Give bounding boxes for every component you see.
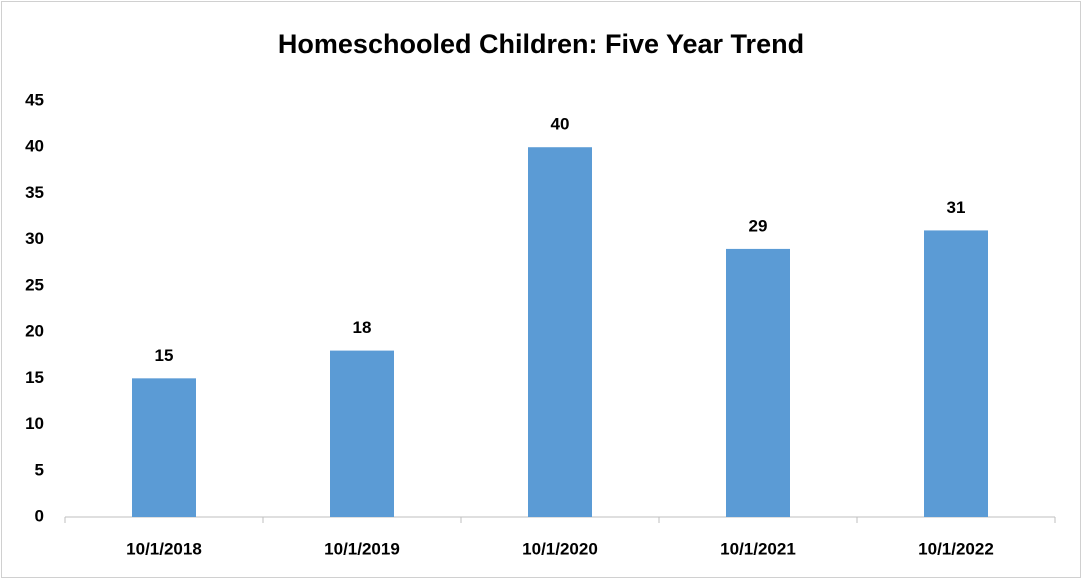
bar xyxy=(132,378,196,517)
y-tick-label: 15 xyxy=(25,368,44,387)
data-label: 40 xyxy=(551,115,570,134)
x-tick-label: 10/1/2018 xyxy=(126,539,202,558)
y-tick-label: 45 xyxy=(25,90,44,109)
data-label: 31 xyxy=(947,198,966,217)
y-tick-label: 0 xyxy=(35,506,44,525)
y-tick-label: 30 xyxy=(25,229,44,248)
y-tick-label: 40 xyxy=(25,137,44,156)
data-label: 29 xyxy=(749,216,768,235)
y-tick-label: 35 xyxy=(25,183,44,202)
x-tick-label: 10/1/2019 xyxy=(324,539,400,558)
y-tick-label: 25 xyxy=(25,275,44,294)
bar xyxy=(726,248,790,517)
data-label: 18 xyxy=(353,318,372,337)
bar xyxy=(924,230,988,517)
data-label: 15 xyxy=(155,346,174,365)
x-tick-label: 10/1/2020 xyxy=(522,539,598,558)
bar xyxy=(330,350,394,517)
y-tick-label: 20 xyxy=(25,322,44,341)
y-tick-label: 10 xyxy=(25,414,44,433)
chart-title: Homeschooled Children: Five Year Trend xyxy=(278,29,804,59)
x-tick-label: 10/1/2021 xyxy=(720,539,796,558)
x-tick-label: 10/1/2022 xyxy=(918,539,994,558)
bar xyxy=(528,147,592,517)
y-tick-label: 5 xyxy=(35,460,44,479)
